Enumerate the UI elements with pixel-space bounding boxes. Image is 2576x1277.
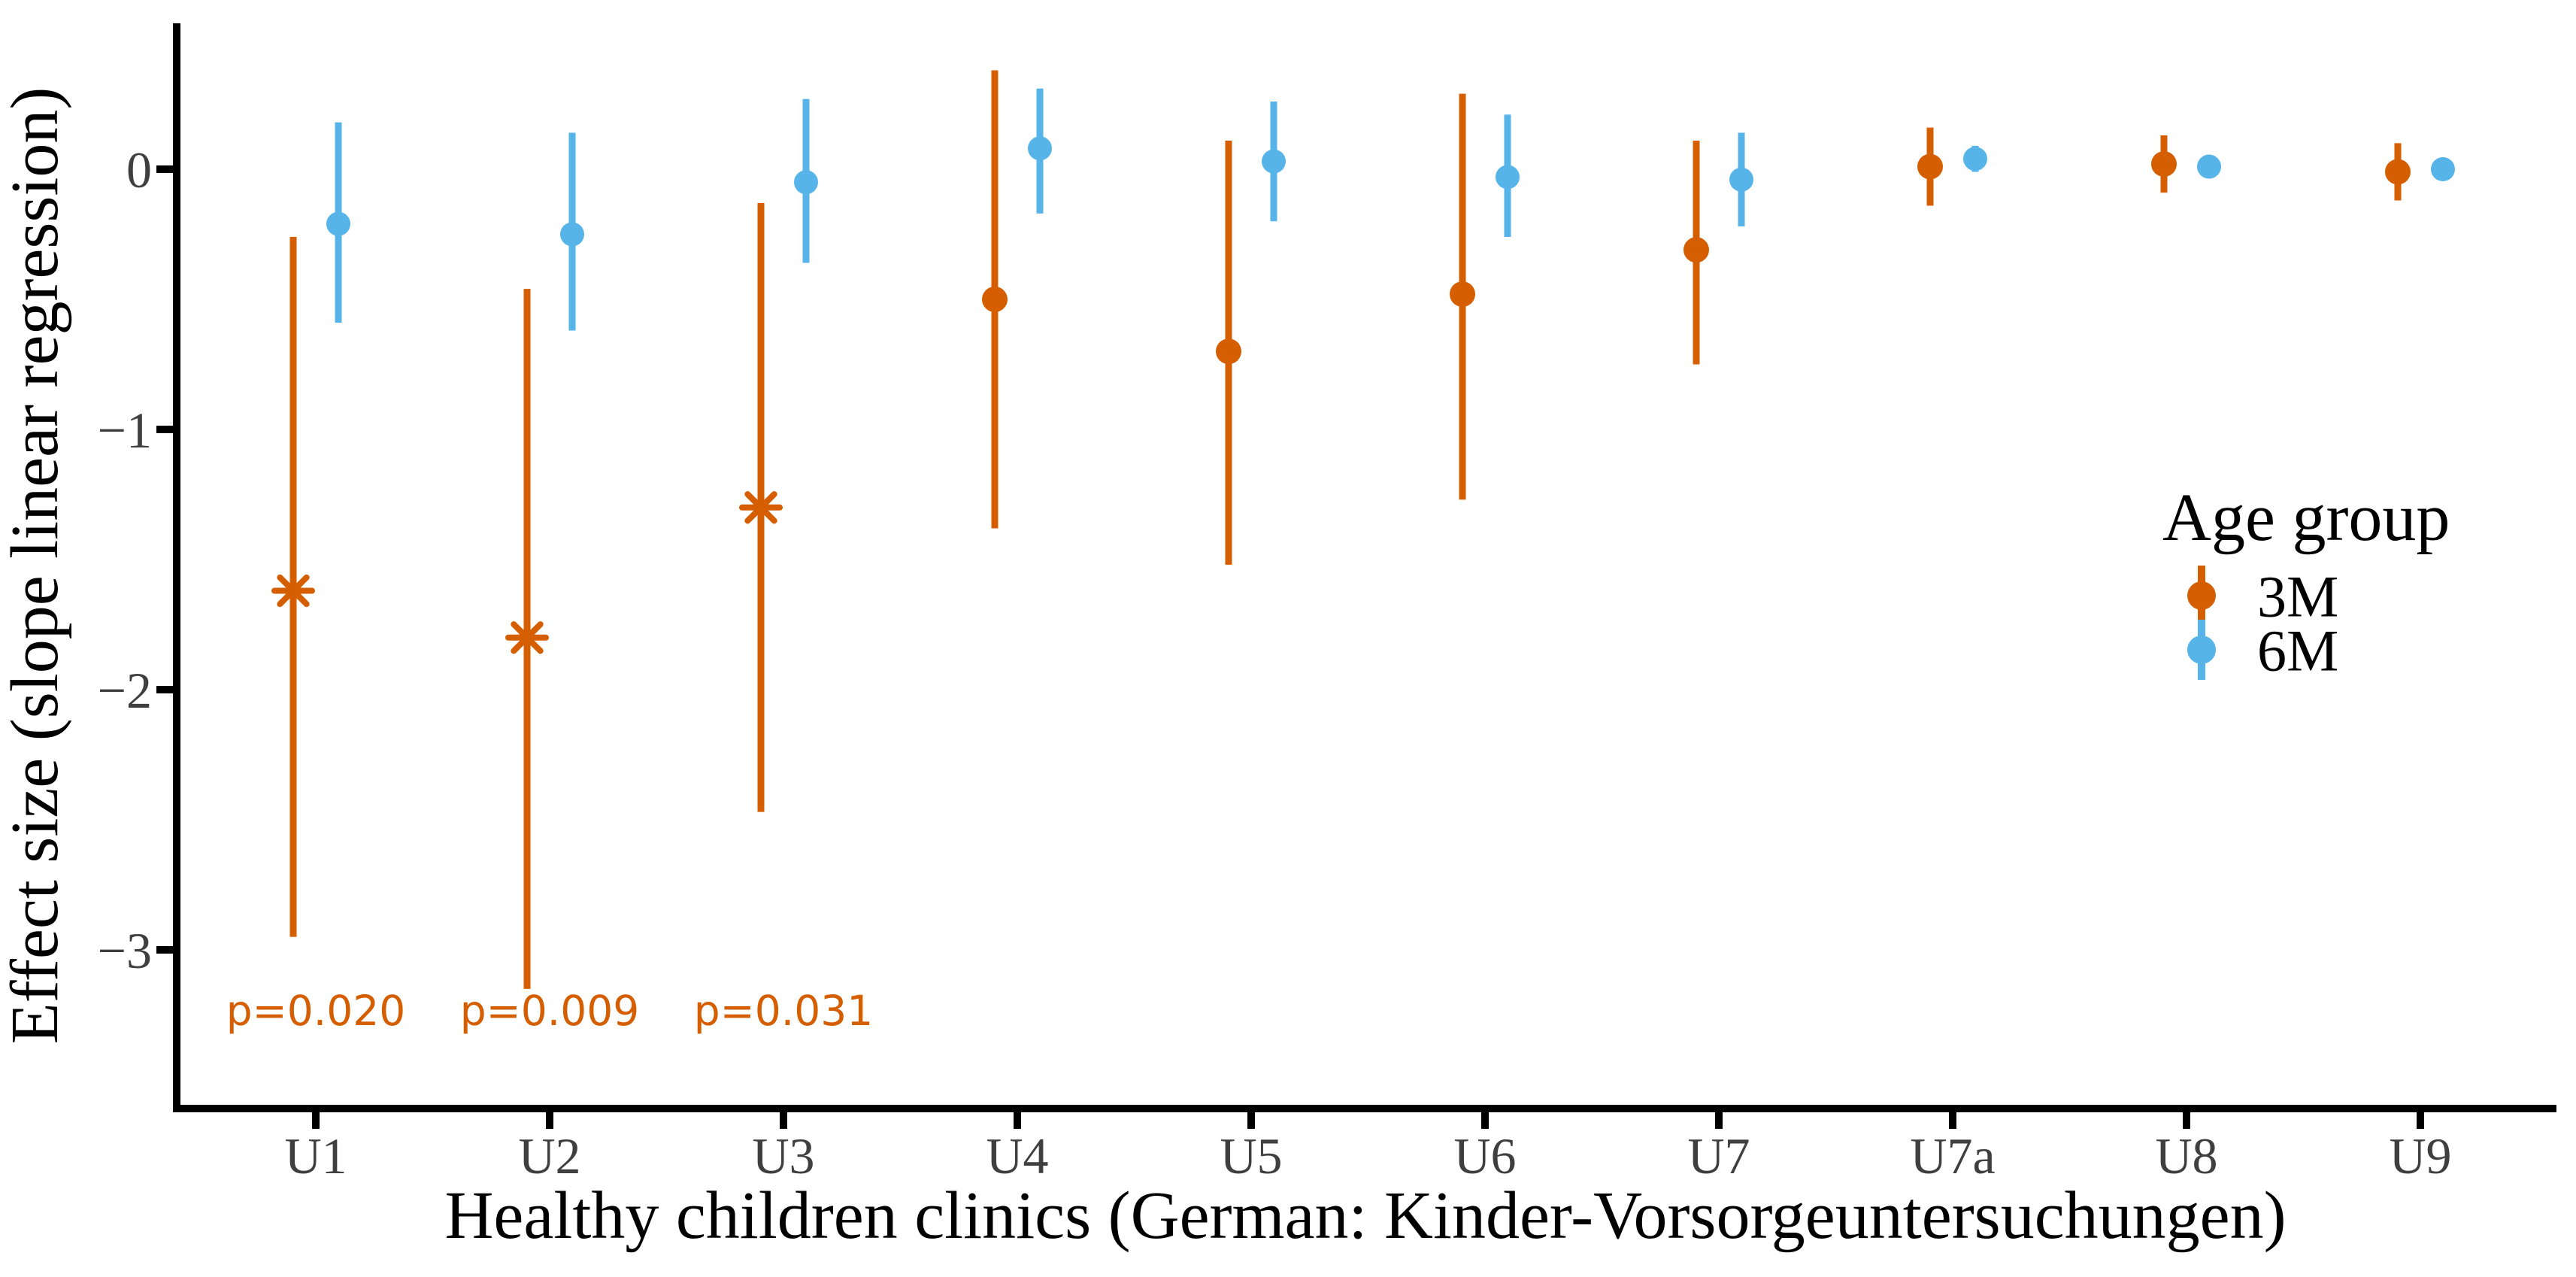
- marker-3M-U5: [1216, 338, 1241, 365]
- asterisk-marker-3M-U2-arm3: [511, 621, 544, 654]
- marker-3M-U6: [1450, 281, 1475, 308]
- y-tick-label-−1: −1: [98, 402, 152, 459]
- asterisk-marker-3M-U1-arm3: [277, 574, 310, 608]
- x-tick-label-U3: U3: [752, 1127, 814, 1184]
- legend-key-dot-6M: [2187, 635, 2216, 664]
- x-tick-label-U1: U1: [284, 1127, 347, 1184]
- marker-6M-U3: [794, 170, 818, 195]
- x-tick-label-U2: U2: [518, 1127, 580, 1184]
- marker-6M-U2: [560, 222, 584, 247]
- marker-6M-U7: [1729, 167, 1753, 192]
- x-tick-label-U4: U4: [986, 1127, 1048, 1184]
- marker-3M-U8: [2151, 151, 2177, 177]
- marker-6M-U8: [2197, 154, 2221, 179]
- x-tick-label-U8: U8: [2155, 1127, 2217, 1184]
- legend-key-dot-3M: [2187, 581, 2216, 610]
- legend-label-6M: 6M: [2257, 617, 2338, 683]
- p-value-label-U2: p=0.009: [460, 987, 639, 1035]
- x-axis-title: Healthy children clinics (German: Kinder…: [444, 1178, 2286, 1253]
- x-tick-label-U7: U7: [1687, 1127, 1750, 1184]
- x-tick-label-U5: U5: [1220, 1127, 1282, 1184]
- legend-label-3M: 3M: [2257, 563, 2338, 629]
- marker-3M-U4: [982, 287, 1008, 312]
- x-tick-label-U6: U6: [1453, 1127, 1516, 1184]
- marker-3M-U9: [2385, 159, 2411, 185]
- y-tick-label-0: 0: [126, 141, 152, 199]
- marker-6M-U1: [326, 211, 350, 236]
- marker-6M-U5: [1262, 149, 1286, 174]
- asterisk-marker-3M-U3-arm3: [744, 491, 777, 524]
- x-tick-label-U9: U9: [2389, 1127, 2451, 1184]
- p-value-label-U1: p=0.020: [226, 987, 405, 1035]
- marker-6M-U7a: [1963, 147, 1987, 171]
- y-tick-label-−3: −3: [98, 922, 152, 979]
- marker-3M-U7: [1683, 237, 1709, 263]
- legend-title: Age group: [2162, 481, 2450, 555]
- marker-6M-U6: [1496, 165, 1520, 190]
- x-tick-label-U7a: U7a: [1910, 1127, 1995, 1184]
- p-value-label-U3: p=0.031: [694, 987, 873, 1035]
- y-tick-label-−2: −2: [98, 662, 152, 719]
- y-axis-title: Effect size (slope linear regression): [0, 87, 72, 1045]
- marker-6M-U9: [2431, 157, 2455, 181]
- marker-3M-U7a: [1917, 153, 1943, 180]
- marker-6M-U4: [1028, 136, 1052, 161]
